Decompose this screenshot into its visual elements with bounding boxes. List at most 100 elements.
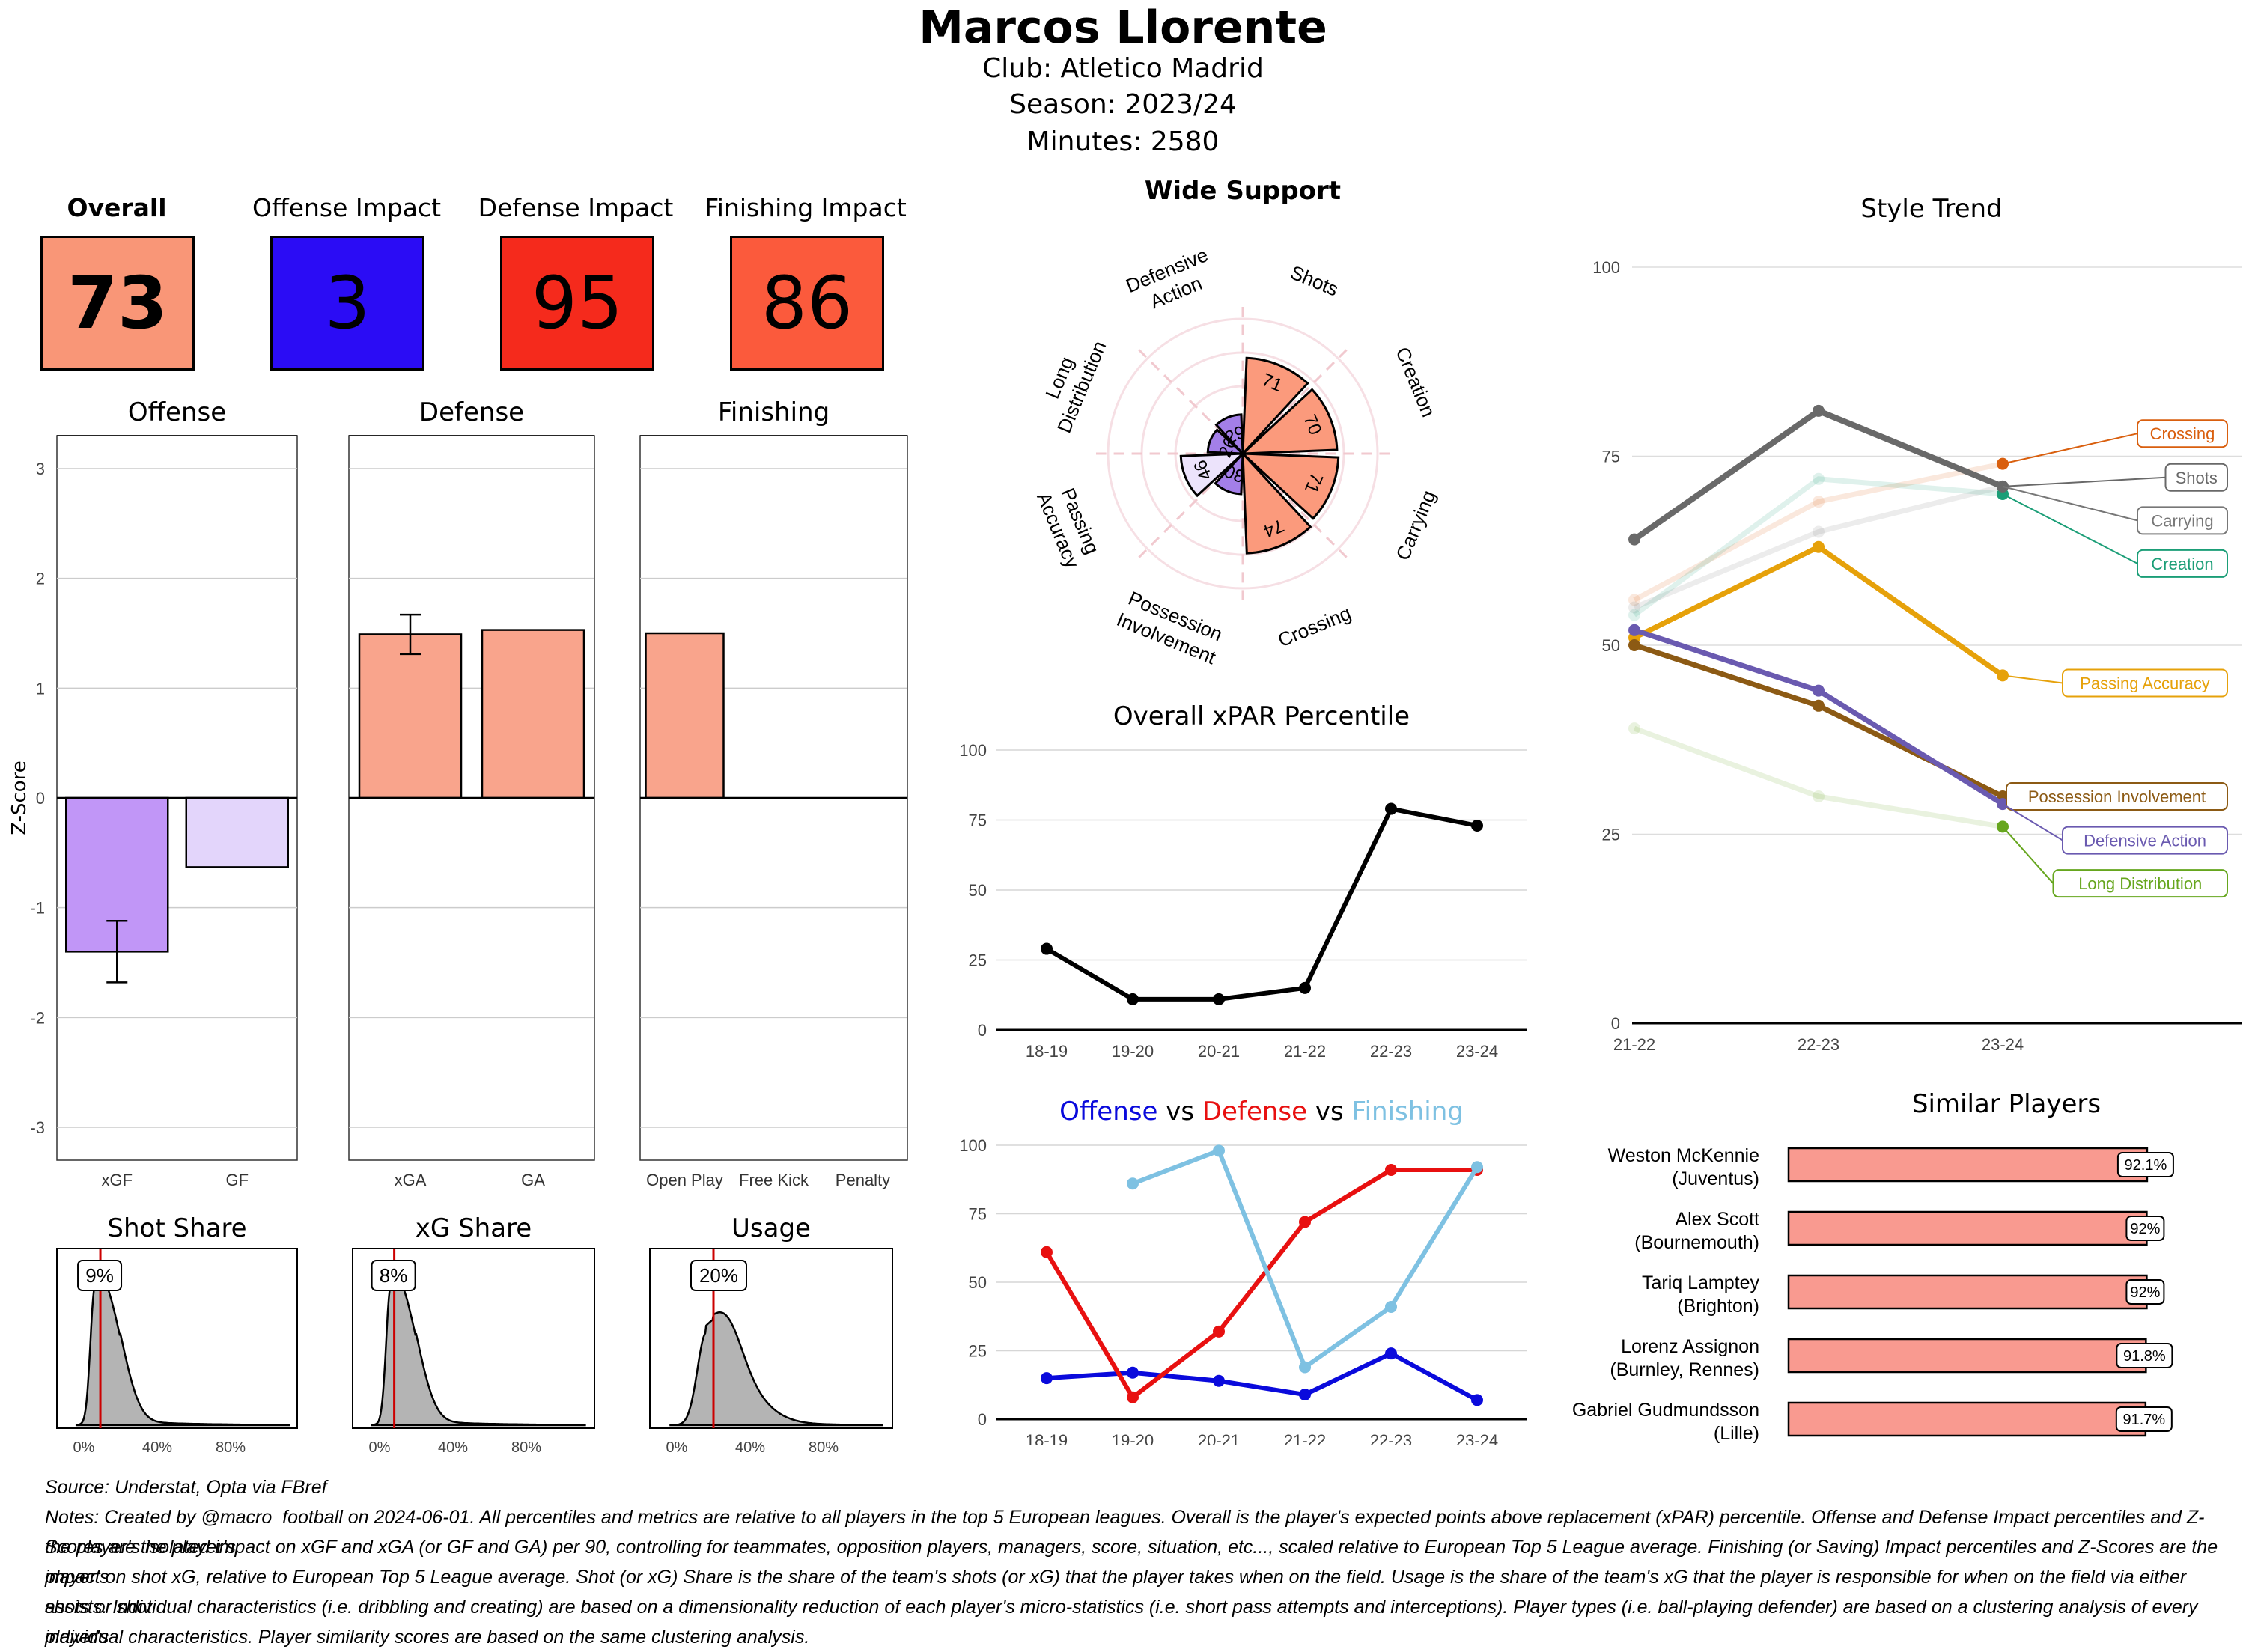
z-score-tick-label: 2 [36, 570, 45, 588]
xpar-point [1299, 981, 1311, 994]
style-line [1633, 461, 2003, 603]
ovd-title-part: Defense [1194, 1097, 1307, 1127]
source-note: Source: Understat, Opta via FBref [45, 1477, 327, 1498]
density-panel-frame [56, 1248, 298, 1429]
wide-support-title: Wide Support [1145, 176, 1341, 206]
density-panel-title: Usage [731, 1213, 811, 1243]
style-label-box [2062, 826, 2228, 855]
style-label-leader [2002, 803, 2063, 841]
density-tick-label: 80% [809, 1439, 839, 1456]
polar-bar [1214, 413, 1244, 457]
z-score-tick-label: -1 [30, 899, 45, 918]
style-label-box [2164, 463, 2228, 492]
polar-grid-spoke [1250, 349, 1348, 447]
polar-axis-label-line1: Crossing [1275, 601, 1354, 651]
similar-player-value-box [2125, 1279, 2165, 1305]
style-point [1628, 722, 1640, 735]
ovd-title-part: vs [1307, 1097, 1344, 1127]
polar-grid-spoke [1250, 460, 1348, 558]
ovd-y-tick-label: 100 [959, 1136, 987, 1155]
ovd-point [1127, 1391, 1139, 1403]
density-tick-label: 80% [216, 1439, 246, 1456]
style-series-label: Creation [2151, 555, 2213, 573]
similar-player-bar [1787, 1274, 2148, 1310]
similar-players-chart: Similar Players 92.1% Weston McKennie(Juve… [1572, 1089, 2174, 1444]
kpi-finishing-label: Finishing Impact [704, 193, 907, 222]
density-marker-label: 8% [380, 1264, 408, 1287]
style-point [1628, 601, 1640, 614]
polar-axis-label: Creation [1391, 344, 1440, 420]
z-score-tick-label: 3 [36, 460, 45, 478]
similar-player-value-box [2115, 1406, 2173, 1432]
similar-player-value: 92% [2130, 1284, 2160, 1301]
z-score-axis-label: Z-Score [8, 761, 31, 835]
polar-axis-label: Carrying [1391, 487, 1440, 564]
kpi-finishing-box: 86 [730, 236, 884, 371]
xpar-point [1385, 802, 1397, 815]
zscore-category-label: Open Play [646, 1171, 723, 1189]
style-y-tick-label: 50 [1602, 636, 1620, 655]
style-label-box [2137, 506, 2228, 535]
similar-player-value-box [2116, 1343, 2173, 1368]
z-score-tick-label: -2 [30, 1008, 45, 1027]
density-tick-label: 0% [369, 1439, 391, 1456]
polar-bar [1179, 452, 1247, 498]
density-tick-label: 40% [438, 1439, 468, 1456]
style-series-label: Shots [2176, 469, 2218, 487]
style-label-leader [2002, 826, 2054, 884]
similar-players-title: Similar Players [1912, 1089, 2101, 1119]
style-label-leader [2002, 433, 2138, 465]
density-panel-title: xG Share [416, 1213, 532, 1243]
xpar-x-tick-label: 22-23 [1370, 1042, 1412, 1061]
style-label-box [2137, 549, 2228, 578]
ovd-point [1127, 1177, 1139, 1190]
style-y-tick-label: 25 [1602, 826, 1620, 844]
similar-player-club: (Bournemouth) [1634, 1232, 1759, 1253]
ovd-x-tick-label: 20-21 [1198, 1431, 1240, 1445]
xpar-x-tick-label: 18-19 [1026, 1042, 1068, 1061]
zscore-bar [645, 632, 725, 799]
polar-axis-label: Crossing [1275, 601, 1354, 651]
kpi-overall-box: 73 [40, 236, 195, 371]
notes-line-2: the player's isolated impact on xGF and … [45, 1537, 2218, 1588]
notes-line-5: individual characteristics. Player simil… [45, 1627, 810, 1648]
ovd-point [1299, 1361, 1311, 1374]
offense-defense-finishing-chart: Offense vs Defense vs Finishing 0 25 50 75 10… [959, 1097, 1527, 1445]
notes-line-1: Notes: Created by @macro_football on 202… [45, 1507, 2205, 1558]
similar-player-value-box [2125, 1216, 2165, 1241]
xpar-y-tick-label: 100 [959, 741, 987, 760]
style-point [1813, 496, 1825, 508]
density-panel-frame [649, 1248, 893, 1429]
zscore-panel-title: Defense [419, 397, 524, 427]
similar-player-value: 91.7% [2122, 1412, 2165, 1428]
polar-grid-spoke [1138, 349, 1236, 447]
style-line [1633, 725, 2003, 829]
xpar-point [1213, 993, 1225, 1005]
style-line [1633, 544, 2005, 678]
ovd-title-part: vs [1157, 1097, 1194, 1127]
z-score-tick-label: 0 [36, 789, 45, 808]
similar-player-bar [1787, 1147, 2149, 1183]
ovd-point [1213, 1325, 1225, 1338]
density-tick-label: 0% [73, 1439, 95, 1456]
density-marker-label-box [371, 1260, 416, 1291]
ovd-x-tick-label: 19-20 [1112, 1431, 1154, 1445]
zscore-category-label: xGF [101, 1171, 133, 1189]
style-point [1813, 472, 1825, 485]
zscore-category-label: GA [521, 1171, 545, 1189]
xpar-x-tick-label: 19-20 [1112, 1042, 1154, 1061]
similar-player-club: (Lille) [1714, 1423, 1759, 1444]
minutes-line: Minutes: 2580 [1026, 127, 1220, 157]
xpar-point [1041, 942, 1053, 955]
style-series-label: Carrying [2151, 511, 2213, 530]
style-point [1628, 594, 1640, 606]
style-trend-title: Style Trend [1860, 194, 2002, 224]
style-y-tick-label: 0 [1611, 1014, 1620, 1033]
notes-line-4: assists. Individual characteristics (i.e… [45, 1597, 2198, 1648]
polar-bar [1206, 428, 1247, 455]
player-name: Marcos Llorente [919, 1, 1327, 54]
kpi-offense-box: 3 [270, 236, 424, 371]
ovd-point [1213, 1374, 1225, 1387]
similar-player-bar [1787, 1338, 2147, 1374]
